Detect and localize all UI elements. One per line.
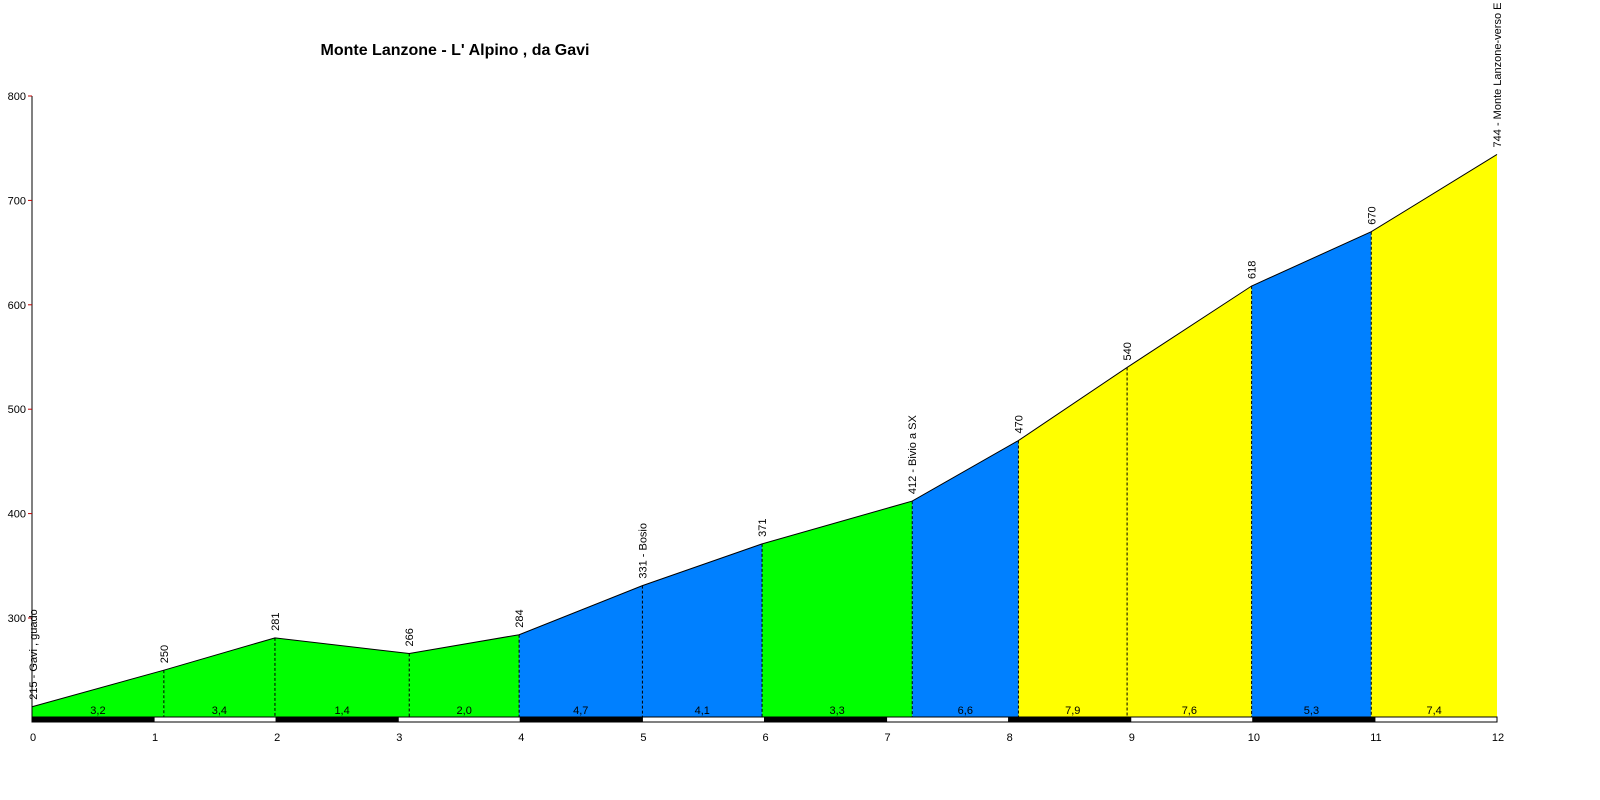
distance-band-segment bbox=[886, 716, 1010, 723]
distance-band-segment bbox=[764, 716, 888, 723]
point-label: 215 - Gavi , guado bbox=[28, 609, 40, 700]
x-tick-label: 6 bbox=[762, 732, 768, 744]
grade-label: 7,4 bbox=[1426, 705, 1441, 717]
y-tick-label: 300 bbox=[8, 613, 26, 625]
x-tick-label: 4 bbox=[518, 732, 524, 744]
distance-band-segment bbox=[1008, 716, 1132, 723]
y-tick-label: 600 bbox=[8, 300, 26, 312]
grade-label: 7,6 bbox=[1182, 705, 1197, 717]
distance-band-segment bbox=[31, 716, 155, 723]
point-label: 744 - Monte Lanzone-verso E bbox=[1492, 3, 1504, 148]
distance-band-segment bbox=[153, 716, 277, 723]
x-tick-label: 11 bbox=[1370, 732, 1381, 744]
x-tick-label: 7 bbox=[885, 732, 891, 744]
grade-label: 2,0 bbox=[457, 705, 472, 717]
segment-area bbox=[1127, 286, 1252, 718]
grade-label: 3,4 bbox=[212, 705, 227, 717]
chart-title: Monte Lanzone - L' Alpino , da Gavi bbox=[321, 42, 590, 59]
distance-band-segment bbox=[1374, 716, 1498, 723]
segment-area bbox=[519, 585, 643, 718]
point-label: 371 bbox=[757, 519, 769, 537]
x-tick-label: 2 bbox=[274, 732, 280, 744]
point-label: 284 bbox=[514, 609, 526, 627]
grade-label: 1,4 bbox=[334, 705, 349, 717]
distance-band-segment bbox=[519, 716, 643, 723]
segment-dividers bbox=[163, 231, 1372, 718]
segment-area bbox=[642, 543, 763, 718]
segment-area bbox=[1018, 367, 1128, 718]
grade-label: 4,7 bbox=[573, 705, 588, 717]
grade-label: 3,3 bbox=[829, 705, 844, 717]
distance-band-segment bbox=[1252, 716, 1376, 723]
point-label: 470 bbox=[1013, 415, 1025, 433]
distance-band-segment bbox=[641, 716, 766, 723]
x-tick-label: 12 bbox=[1492, 732, 1504, 744]
distance-band-segment bbox=[1130, 716, 1254, 723]
x-tick-label: 9 bbox=[1129, 732, 1135, 744]
y-tick-label: 500 bbox=[8, 404, 26, 416]
segment-area bbox=[912, 440, 1019, 718]
grade-label: 3,2 bbox=[90, 705, 105, 717]
profile-line bbox=[31, 154, 1498, 708]
grade-label: 6,6 bbox=[958, 705, 973, 717]
point-label: 331 - Bosio bbox=[637, 523, 649, 579]
distance-band bbox=[31, 716, 1498, 723]
x-tick-label: 5 bbox=[640, 732, 646, 744]
grade-label: 4,1 bbox=[695, 705, 710, 717]
segment-area bbox=[1251, 231, 1372, 718]
segment-area bbox=[1371, 154, 1497, 719]
segment-area bbox=[762, 501, 913, 718]
grade-label: 7,9 bbox=[1065, 705, 1080, 717]
segment-area bbox=[409, 634, 520, 718]
axes bbox=[28, 95, 33, 722]
distance-band-segment bbox=[275, 716, 399, 723]
distance-band-segment bbox=[397, 716, 521, 723]
point-labels: 215 - Gavi , guado 250 281 266 284 331 - Bosi… bbox=[28, 3, 1504, 700]
point-label: 412 - Bivio a SX bbox=[907, 415, 919, 495]
segment-areas bbox=[32, 154, 1497, 719]
x-tick-label: 1 bbox=[152, 732, 158, 744]
y-tick-label: 700 bbox=[8, 195, 26, 207]
x-tick-label: 10 bbox=[1248, 732, 1260, 744]
point-label: 281 bbox=[270, 612, 282, 630]
point-label: 250 bbox=[159, 645, 171, 663]
point-label: 618 bbox=[1247, 261, 1259, 279]
y-tick-label: 800 bbox=[8, 91, 26, 103]
x-tick-label: 0 bbox=[30, 732, 36, 744]
point-label: 670 bbox=[1366, 206, 1378, 224]
y-tick-label: 400 bbox=[8, 509, 26, 521]
grade-labels: 3,2 3,4 1,4 2,0 4,7 4,1 3,3 6,6 7,9 7,6 5,3 7,4 bbox=[90, 705, 1441, 717]
profile-line-group bbox=[31, 154, 1498, 708]
segment-area bbox=[163, 637, 275, 718]
x-tick-label: 8 bbox=[1007, 732, 1013, 744]
segment-area bbox=[32, 670, 164, 718]
point-label: 266 bbox=[404, 628, 416, 646]
point-label: 540 bbox=[1122, 342, 1134, 360]
grade-label: 5,3 bbox=[1304, 705, 1319, 717]
x-tick-label: 3 bbox=[396, 732, 402, 744]
segment-area bbox=[274, 637, 410, 718]
